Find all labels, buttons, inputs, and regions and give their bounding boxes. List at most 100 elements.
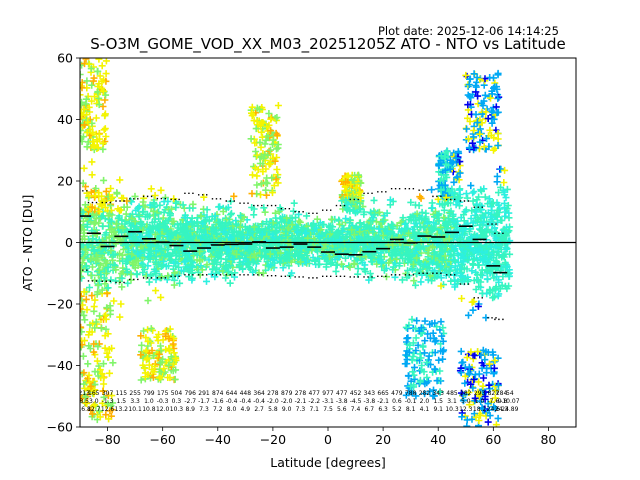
scatter-point: [408, 251, 416, 259]
scatter-point: [373, 260, 381, 268]
bin-annotation-text: 7.3: [296, 406, 306, 413]
scatter-point: [107, 202, 115, 210]
scatter-point: [475, 261, 483, 269]
scatter-point: [155, 215, 163, 223]
scatter-point: [133, 270, 141, 278]
scatter-point: [467, 182, 475, 190]
scatter-point: [276, 204, 284, 212]
scatter-point: [87, 65, 95, 73]
scatter-point: [109, 193, 116, 201]
scatter-point: [272, 175, 280, 183]
x-axis-ticks: −80 −60 −40 −20 0 20 40 60 80: [94, 427, 556, 447]
scatter-point: [282, 231, 290, 239]
scatter-point: [480, 97, 488, 105]
bin-annotation-text: 343: [432, 390, 444, 397]
bin-annotation-text: 665: [377, 390, 389, 397]
scatter-point: [467, 244, 475, 252]
scatter-point: [96, 413, 104, 421]
scatter-point: [426, 320, 434, 328]
scatter-point: [275, 223, 283, 231]
bin-annotation-text: 477: [336, 390, 348, 397]
scatter-point: [263, 258, 271, 266]
scatter-point: [315, 232, 323, 240]
scatter-point: [431, 234, 439, 242]
scatter-point: [144, 326, 152, 334]
scatter-point: [88, 203, 96, 211]
scatter-point: [200, 218, 208, 226]
scatter-point: [80, 121, 88, 129]
scatter-point: [145, 361, 153, 369]
scatter-point: [497, 216, 505, 224]
bin-annotation-text: -3.1: [322, 398, 334, 405]
scatter-point: [168, 256, 175, 264]
scatter-point: [447, 277, 455, 285]
x-tick-label: −60: [149, 432, 175, 447]
scatter-point: [412, 281, 419, 289]
scatter-point: [427, 223, 435, 231]
bin-annotation-text: 307: [102, 390, 114, 397]
scatter-point: [104, 264, 112, 272]
bin-annotation-text: 7.3: [199, 406, 209, 413]
scatter-point: [93, 211, 101, 219]
scatter-point: [501, 199, 508, 207]
scatter-point: [390, 263, 397, 271]
scatter-point: [401, 227, 409, 235]
scatter-point: [494, 381, 502, 389]
scatter-point: [90, 247, 98, 255]
scatter-point: [237, 212, 244, 219]
bin-annotation-text: 115: [116, 390, 128, 397]
scatter-point: [181, 214, 189, 222]
scatter-point: [413, 210, 421, 218]
scatter-point: [91, 386, 99, 394]
scatter-point: [501, 191, 509, 199]
scatter-point: [433, 323, 441, 331]
scatter-point: [171, 269, 179, 277]
scatter-point: [164, 374, 172, 381]
scatter-point: [475, 378, 483, 386]
scatter-point: [141, 373, 149, 381]
scatter-point: [157, 186, 165, 194]
bin-annotation-text: -3.8: [363, 398, 375, 405]
scatter-point: [470, 70, 478, 78]
scatter-point: [367, 217, 375, 225]
scatter-point: [143, 356, 150, 364]
scatter-point: [352, 184, 360, 192]
scatter-point: [137, 376, 145, 384]
scatter-point: [197, 212, 205, 220]
scatter-point: [253, 172, 261, 180]
scatter-point: [407, 382, 415, 390]
scatter-point: [329, 237, 337, 245]
scatter-point: [211, 273, 219, 281]
scatter-point: [479, 102, 487, 109]
scatter-point: [268, 222, 276, 230]
bin-annotation-text: 6.7: [365, 406, 375, 413]
bin-annotation-text: 3.1: [447, 398, 457, 405]
scatter-point: [80, 208, 87, 216]
scatter-point: [174, 221, 181, 229]
scatter-point: [381, 225, 389, 233]
scatter-point: [296, 218, 304, 226]
scatter-point: [479, 405, 487, 413]
scatter-point: [464, 114, 471, 122]
scatter-point: [472, 111, 480, 118]
scatter-point: [111, 228, 119, 236]
scatter-point: [84, 375, 92, 382]
scatter-point: [389, 223, 397, 231]
scatter-point: [357, 256, 365, 264]
scatter-point: [145, 232, 153, 240]
scatter-point: [491, 357, 499, 364]
scatter-point: [259, 168, 267, 176]
scatter-point: [259, 119, 267, 127]
scatter-point: [460, 211, 468, 219]
scatter-point: [405, 348, 413, 356]
scatter-point: [344, 201, 352, 208]
scatter-point: [468, 267, 476, 275]
scatter-point: [95, 266, 103, 274]
scatter-point: [166, 209, 173, 217]
scatter-point: [371, 211, 378, 219]
scatter-point: [94, 342, 102, 350]
scatter-point: [445, 235, 453, 243]
scatter-point: [473, 213, 481, 221]
scatter-point: [463, 422, 471, 427]
scatter-point: [435, 162, 443, 169]
